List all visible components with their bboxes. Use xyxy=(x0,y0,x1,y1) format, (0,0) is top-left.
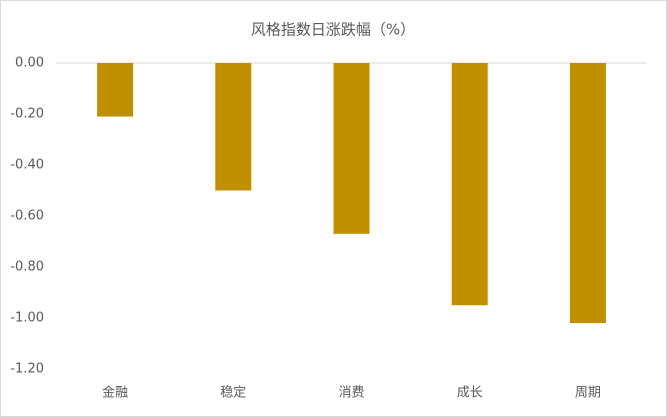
y-tick-label: -1.20 xyxy=(10,362,44,377)
x-tick-label: 成长 xyxy=(457,386,483,401)
chart-title: 风格指数日涨跌幅（%） xyxy=(251,21,415,39)
x-tick-label: 金融 xyxy=(102,385,128,401)
x-tick-label: 稳定 xyxy=(220,385,246,401)
x-tick-label: 周期 xyxy=(575,386,601,401)
y-tick-label: -0.40 xyxy=(10,158,44,173)
y-tick-label: 0.00 xyxy=(15,56,44,71)
bar xyxy=(569,63,606,324)
y-tick-label: -1.00 xyxy=(10,311,44,326)
x-tick-label: 消费 xyxy=(338,386,364,401)
bar xyxy=(333,63,370,234)
y-tick-label: -0.60 xyxy=(10,209,44,224)
y-tick-label: -0.20 xyxy=(10,107,44,122)
bar xyxy=(451,63,488,306)
y-tick-label: -0.80 xyxy=(10,260,44,275)
bar xyxy=(97,63,134,117)
bar xyxy=(215,63,252,191)
